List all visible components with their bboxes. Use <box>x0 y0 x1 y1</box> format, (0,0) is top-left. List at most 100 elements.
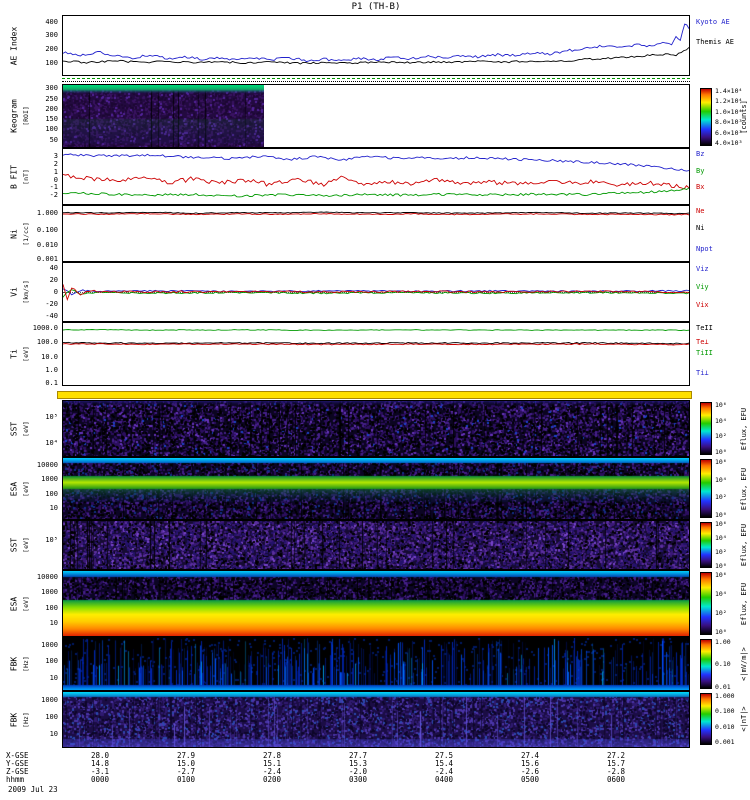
colorbar-tick-label: 10⁶ <box>715 571 727 580</box>
zero-reference-line <box>63 292 689 293</box>
y-tick-label: 10 <box>49 673 58 682</box>
y-tick-label: 100 <box>45 125 58 134</box>
y-tick-label: 10⁵ <box>45 413 58 422</box>
y-tick-label: 1000 <box>41 695 58 704</box>
y-tick-label: 1 <box>53 167 58 176</box>
colorbar <box>700 402 712 455</box>
colorbar-unit-label: <|nT|> <box>740 706 748 732</box>
y-tick-label: 10 <box>49 729 58 738</box>
y-tick-label: -2 <box>49 191 58 200</box>
series-Viy <box>63 289 689 298</box>
date-label: 2009 Jul 23 <box>8 785 58 794</box>
colorbar-tick-label: 1.00 <box>715 637 731 646</box>
trace-label: Te⊥ <box>696 338 709 347</box>
y-tick-label: 400 <box>45 17 58 26</box>
panel-ylabel: Ti <box>9 349 19 359</box>
colorbar-unit-label: Eflux, EFU <box>740 407 748 450</box>
y-tick-label: 250 <box>45 94 58 103</box>
colorbar-tick-label: 10⁶ <box>715 520 727 529</box>
y-tick-label: 40 <box>49 264 58 272</box>
colorbar-unit-label: Eflux, EFU <box>740 467 748 510</box>
separator-dashed-green-line <box>62 78 690 79</box>
panel-fbk-e <box>62 637 690 691</box>
panel-temperature <box>62 322 690 386</box>
ephemeris-row-label: Z-GSE <box>6 767 29 776</box>
trace-label: Themis AE <box>696 38 734 47</box>
panel-ae <box>62 15 690 76</box>
ephemeris-value: 15.7 <box>606 759 626 768</box>
y-tick-label: 0.100 <box>36 225 58 234</box>
series-Vix <box>63 284 689 302</box>
plot-title: P1 (TH-B) <box>351 2 401 12</box>
trace-label: By <box>696 166 705 175</box>
y-tick-label: 10000 <box>36 460 58 469</box>
trace-label: Viz <box>696 265 709 274</box>
panel-esa-i <box>62 570 690 637</box>
panel-ylabel: AE Index <box>9 26 19 65</box>
trace-label: Ne <box>696 206 705 215</box>
trace-label: Viy <box>696 283 709 292</box>
line-chart-temperature <box>63 329 689 346</box>
ephemeris-row-label: hhmm <box>6 775 25 784</box>
y-tick-label: -1 <box>49 183 58 192</box>
colorbar-tick-label: 8.0×10³ <box>715 118 743 127</box>
y-tick-label: 0.010 <box>36 241 58 250</box>
colorbar-unit-label: [counts] <box>740 100 748 134</box>
trace-label: Bx <box>696 182 705 191</box>
colorbar-tick-label: 0.100 <box>715 707 735 716</box>
ephemeris-value: 0400 <box>434 775 454 784</box>
colorbar-tick-label: 10⁰ <box>715 448 727 457</box>
line-chart-bfit <box>63 153 689 198</box>
line-chart-velocity <box>63 284 689 302</box>
series-Te⊥ <box>63 343 689 346</box>
y-tick-label: 1000 <box>41 641 58 650</box>
colorbar-unit-label: Eflux, EFU <box>740 582 748 625</box>
line-chart-ae <box>63 23 689 65</box>
series-Ni <box>63 211 689 215</box>
y-tick-label: 200 <box>45 104 58 113</box>
colorbar-tick-label: 10² <box>715 432 727 441</box>
y-tick-label: 10⁴ <box>45 438 58 447</box>
spectrogram-canvas <box>63 521 689 569</box>
colorbar-tick-label: 10⁴ <box>715 475 727 484</box>
colorbar-tick-label: 6.0×10³ <box>715 128 743 137</box>
ephemeris-value: 0600 <box>606 775 626 784</box>
series-Ne <box>63 212 689 216</box>
series-Themis AE <box>63 47 689 65</box>
colorbar-tick-label: 10⁴ <box>715 416 727 425</box>
series-TeII <box>63 341 689 345</box>
y-tick-label: 100 <box>45 712 58 721</box>
spectrogram-canvas <box>63 638 689 690</box>
ephemeris-value: 15.0 <box>176 759 196 768</box>
colorbar-tick-label: 10² <box>715 608 727 617</box>
ephemeris-row-label: X-GSE <box>6 751 29 760</box>
y-tick-label: 150 <box>45 115 58 124</box>
ephemeris-value: 27.4 <box>520 751 540 760</box>
ephemeris-value: 0000 <box>90 775 110 784</box>
ephemeris-value: 0200 <box>262 775 282 784</box>
colorbar-unit-label: Eflux, EFU <box>740 523 748 567</box>
ephemeris-value: 15.6 <box>520 759 540 768</box>
panel-ylabel: Ni <box>9 228 19 239</box>
ephemeris-value: 27.9 <box>176 751 196 760</box>
panel-sst-i <box>62 520 690 570</box>
y-tick-label: 100 <box>45 657 58 666</box>
panel-ylabel-unit: [eV] <box>22 420 30 437</box>
panel-velocity <box>62 262 690 322</box>
ephemeris-value: 15.3 <box>348 759 368 768</box>
series-By <box>63 173 689 190</box>
series-TiII <box>63 329 689 331</box>
y-tick-label: 0 <box>53 288 58 296</box>
y-tick-label: -40 <box>45 312 58 320</box>
colorbar-tick-label: 1.4×10⁴ <box>715 86 743 95</box>
colorbar-tick-label: 4.0×10³ <box>715 139 743 148</box>
panel-esa-e <box>62 457 690 520</box>
colorbar <box>700 522 712 568</box>
y-tick-label: 10 <box>49 618 58 627</box>
y-tick-label: -20 <box>45 300 58 308</box>
ephemeris-value: 27.8 <box>262 751 282 760</box>
colorbar <box>700 459 712 518</box>
spectrogram-canvas <box>63 401 689 456</box>
colorbar-tick-label: 10⁴ <box>715 590 727 599</box>
series-Bz <box>63 153 689 172</box>
